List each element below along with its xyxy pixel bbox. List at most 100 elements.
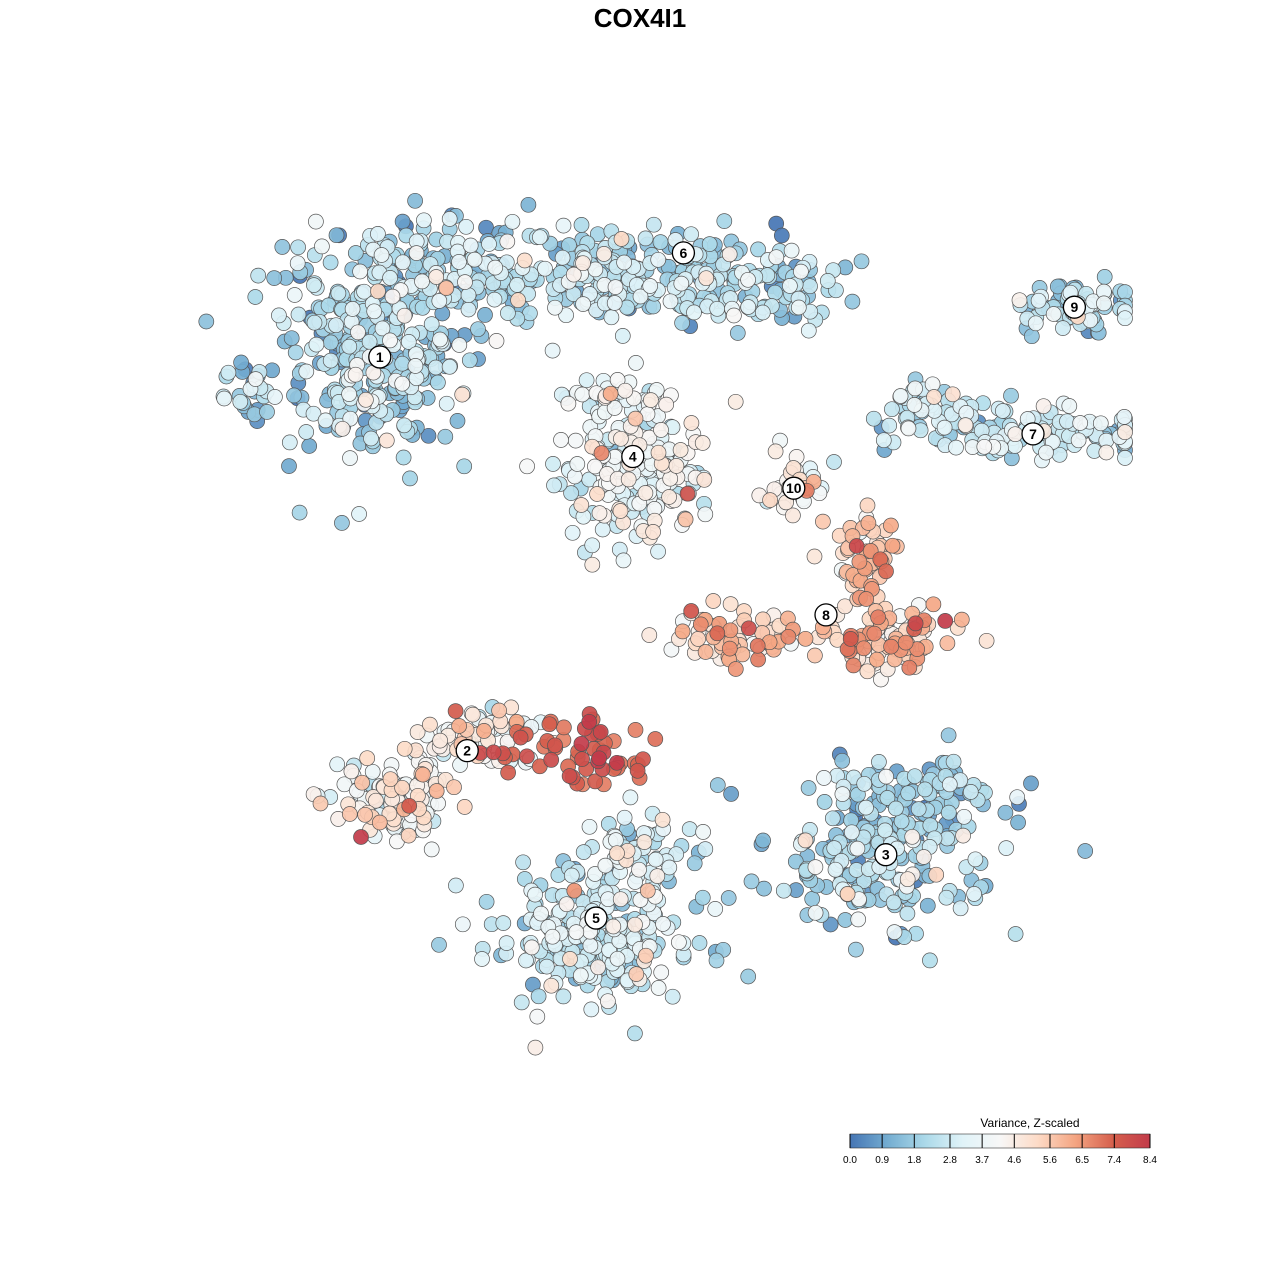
cell-point — [740, 271, 756, 288]
cell-point — [364, 763, 381, 780]
cell-point — [481, 236, 497, 252]
colorbar-gradient — [850, 1134, 1150, 1148]
chart-title: COX4I1 — [594, 3, 687, 33]
cell-point — [538, 958, 555, 975]
cell-point — [647, 851, 664, 868]
cell-point — [957, 417, 974, 433]
cell-point — [899, 905, 916, 922]
cell-point — [878, 563, 894, 580]
cell-point — [994, 403, 1011, 419]
cell-point — [527, 886, 543, 903]
cell-point — [578, 372, 595, 389]
cell-point — [394, 779, 410, 796]
cell-point — [458, 218, 474, 235]
cell-point — [749, 637, 766, 654]
cell-point — [519, 458, 535, 475]
cell-point — [922, 952, 938, 969]
colorbar-tick-label: 3.7 — [975, 1155, 989, 1166]
cell-point — [537, 260, 553, 277]
cell-point — [460, 301, 477, 318]
cell-point — [694, 435, 711, 451]
cell-point — [743, 873, 760, 890]
cell-point — [378, 432, 395, 449]
cell-point — [366, 303, 383, 320]
cell-point — [322, 254, 339, 271]
cell-point — [259, 404, 275, 420]
cell-point — [726, 307, 742, 324]
cell-point — [359, 750, 376, 767]
cell-point — [317, 412, 334, 429]
cell-point — [446, 779, 462, 796]
cell-point — [609, 845, 625, 862]
cell-point — [785, 507, 801, 524]
cell-point — [396, 307, 413, 324]
cell-point — [220, 364, 237, 381]
cell-point — [727, 661, 744, 677]
cell-point — [1117, 450, 1133, 466]
cell-point — [816, 794, 833, 810]
cell-point — [271, 307, 287, 324]
cell-point — [925, 596, 942, 613]
cell-point — [1096, 269, 1113, 285]
cell-point — [650, 251, 667, 268]
cell-point — [357, 806, 373, 823]
cell-point — [247, 289, 264, 305]
cell-point — [900, 785, 917, 802]
cell-point — [474, 951, 490, 967]
cell-point — [683, 226, 699, 243]
cell-point — [616, 809, 633, 826]
cell-point — [382, 270, 398, 286]
cell-point — [420, 427, 437, 444]
cell-point — [427, 359, 444, 376]
cell-point — [574, 386, 591, 403]
cell-point — [866, 625, 883, 642]
cell-point — [408, 245, 425, 261]
cell-point — [510, 292, 526, 309]
cell-point — [661, 489, 677, 505]
cell-point — [780, 628, 797, 645]
cell-point — [907, 380, 923, 397]
cell-point — [555, 217, 572, 234]
cell-point — [697, 841, 714, 857]
cell-point — [563, 485, 579, 501]
cluster-label-marker — [671, 241, 696, 265]
cluster-label-marker — [455, 738, 479, 763]
cell-point — [750, 651, 766, 668]
cell-point — [438, 395, 455, 412]
cell-point — [590, 959, 606, 976]
cell-point — [600, 993, 616, 1010]
cell-point — [495, 915, 512, 931]
cell-point — [371, 814, 388, 831]
cell-point — [416, 212, 432, 229]
cell-point — [352, 263, 368, 280]
cell-point — [709, 300, 726, 317]
cell-point — [915, 849, 932, 865]
cell-point — [286, 287, 303, 303]
cell-point — [653, 964, 670, 981]
cell-point — [691, 935, 708, 951]
cell-point — [944, 386, 961, 403]
cell-point — [807, 647, 823, 664]
cell-point — [756, 880, 772, 897]
cell-point — [574, 751, 590, 767]
cell-point — [341, 386, 357, 402]
cell-point — [567, 432, 584, 449]
cell-point — [430, 374, 446, 391]
cell-point — [485, 744, 502, 761]
cell-point — [697, 506, 714, 523]
cell-point — [198, 313, 215, 330]
cell-point — [622, 789, 639, 806]
cell-point — [543, 977, 560, 994]
cell-point — [533, 905, 549, 922]
cell-point — [464, 706, 481, 723]
cell-point — [885, 894, 902, 911]
cell-point — [997, 804, 1014, 821]
cell-point — [613, 430, 629, 447]
cell-point — [400, 334, 417, 350]
cell-point — [647, 731, 664, 747]
cell-point — [504, 213, 521, 230]
cell-point — [308, 213, 324, 230]
cell-point — [394, 254, 411, 271]
cell-point — [518, 952, 534, 969]
cell-point — [543, 752, 560, 768]
